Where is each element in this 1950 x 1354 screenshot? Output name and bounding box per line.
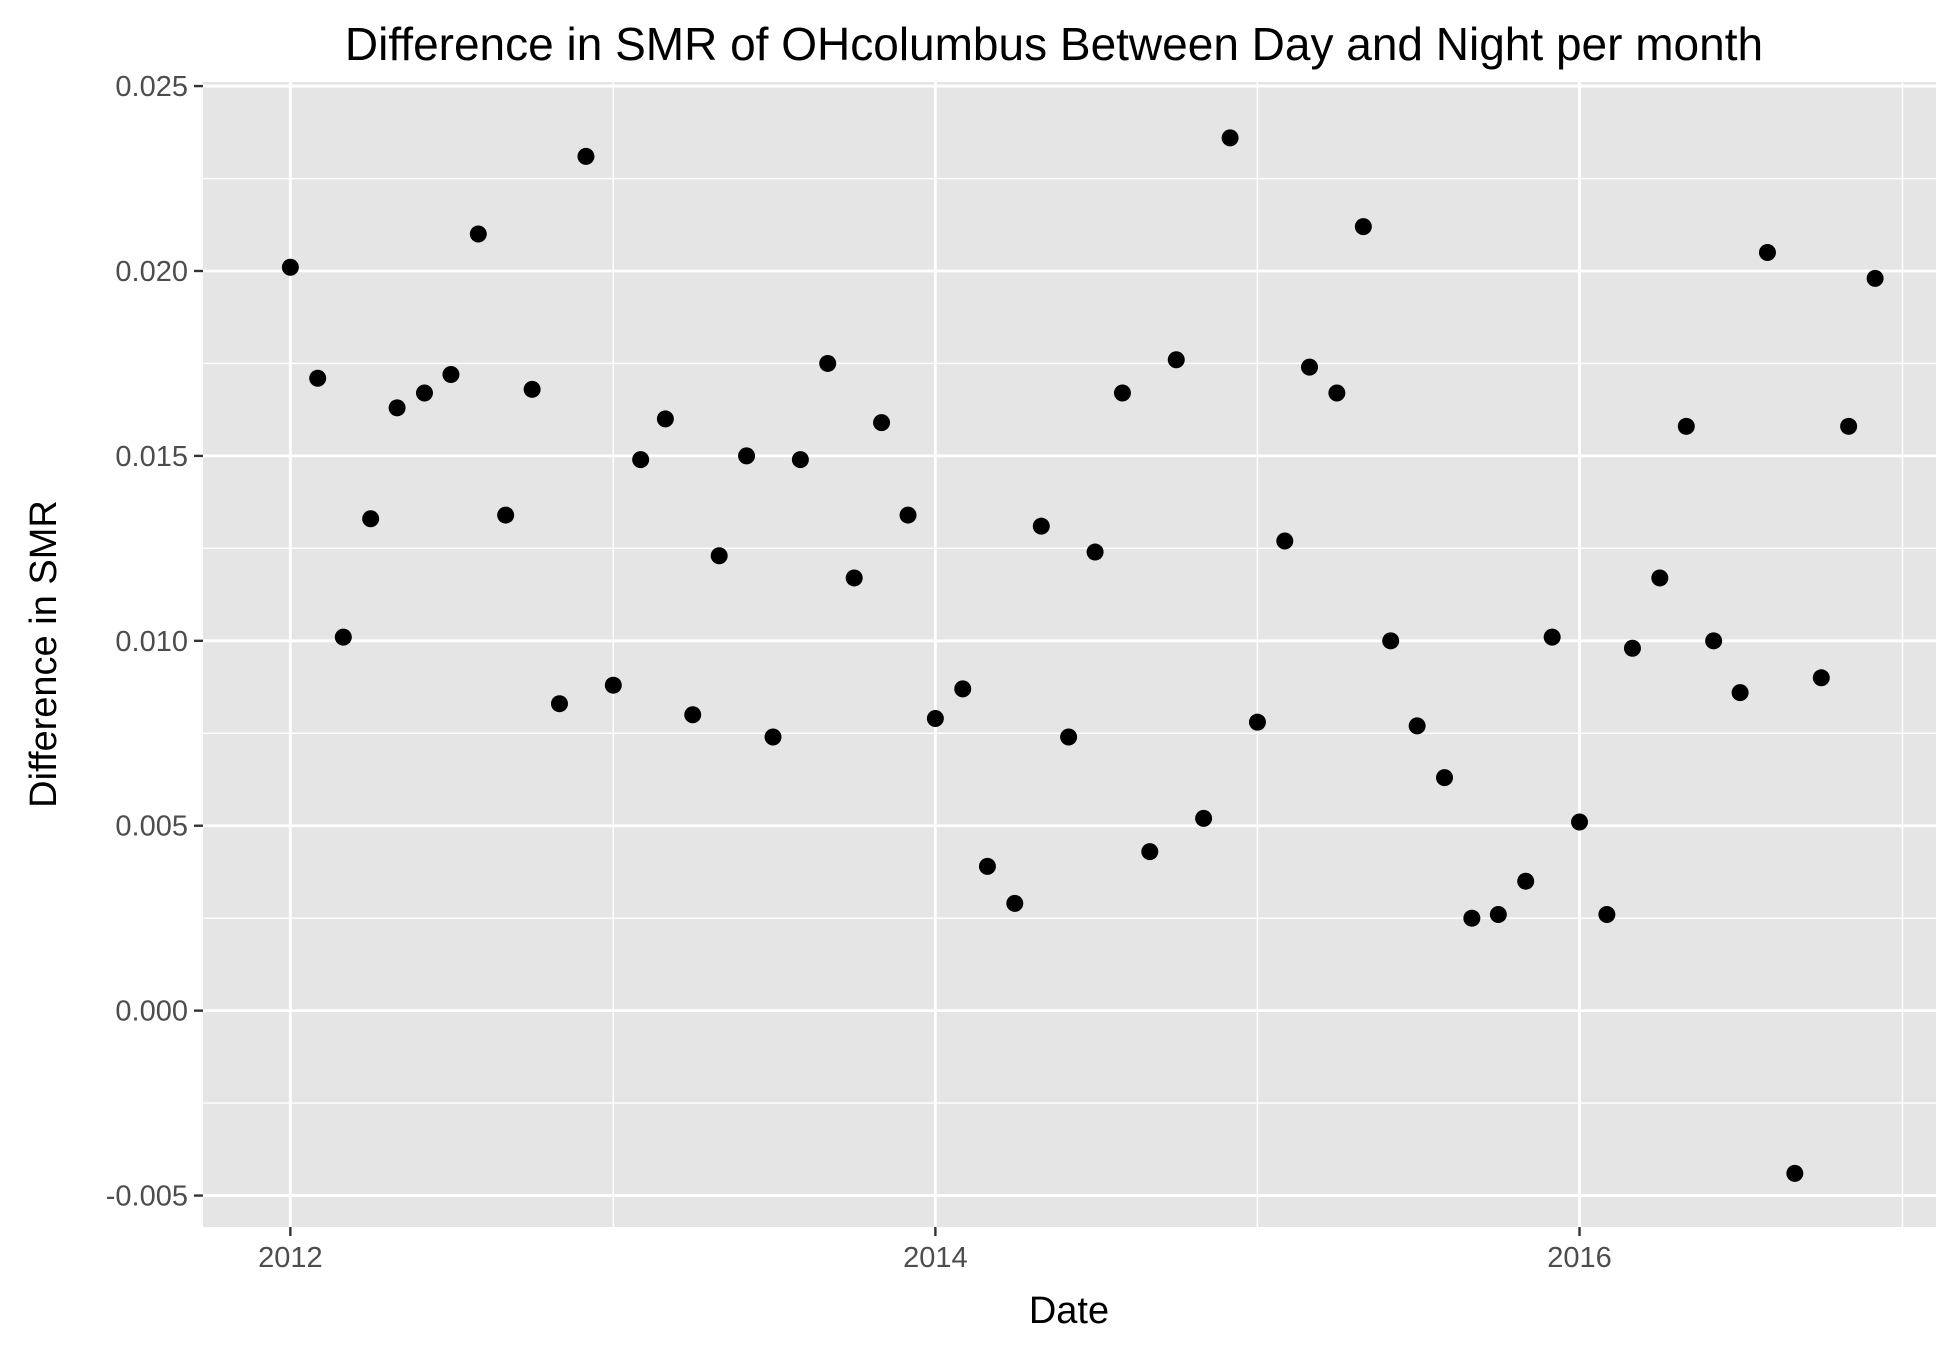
y-tick-label: 0.010: [115, 626, 188, 658]
data-point: [632, 451, 650, 469]
data-point: [442, 366, 460, 384]
data-point: [873, 414, 891, 432]
data-point: [1382, 632, 1400, 650]
data-point: [1436, 769, 1454, 787]
data-point: [1543, 628, 1561, 646]
data-point: [926, 709, 944, 727]
data-point: [1758, 243, 1776, 261]
data-point: [1301, 358, 1319, 376]
data-point: [1006, 894, 1024, 912]
data-point: [1866, 269, 1884, 287]
chart-title: Difference in SMR of OHcolumbus Between …: [345, 18, 1763, 70]
data-point: [334, 628, 352, 646]
data-point: [819, 354, 837, 372]
data-point: [469, 225, 487, 243]
data-point: [899, 506, 917, 524]
data-point: [577, 147, 595, 165]
data-point: [1141, 843, 1159, 861]
data-point: [309, 369, 327, 387]
data-point: [1571, 813, 1589, 831]
data-point: [1840, 417, 1858, 435]
data-point: [1677, 417, 1695, 435]
data-point: [1463, 909, 1481, 927]
y-axis: -0.005 0.000 0.005 0.010 0.015 0.020 0.025: [106, 71, 203, 1213]
y-tick-label: -0.005: [106, 1181, 188, 1213]
data-point: [1651, 569, 1669, 587]
data-point: [1060, 728, 1078, 746]
data-points: [281, 129, 1884, 1182]
data-point: [1489, 905, 1507, 923]
data-point: [1221, 129, 1239, 147]
y-tick-label: 0.025: [115, 71, 188, 103]
data-point: [1731, 684, 1749, 702]
data-point: [1786, 1164, 1804, 1182]
x-axis: 2012 2014 2016: [258, 1227, 1612, 1274]
data-point: [791, 451, 809, 469]
data-point: [1328, 384, 1346, 402]
data-point: [978, 857, 996, 875]
data-point: [845, 569, 863, 587]
x-tick-label: 2016: [1547, 1242, 1612, 1274]
plot-panel: [203, 82, 1936, 1227]
data-point: [1354, 218, 1372, 236]
data-point: [764, 728, 782, 746]
data-point: [1167, 351, 1185, 369]
y-axis-title: Difference in SMR: [23, 500, 65, 808]
data-point: [710, 547, 728, 565]
data-point: [738, 447, 756, 465]
data-point: [1113, 384, 1131, 402]
data-point: [362, 510, 380, 528]
data-point: [1086, 543, 1104, 561]
data-point: [1248, 713, 1266, 731]
y-tick-label: 0.015: [115, 441, 188, 473]
data-point: [954, 680, 972, 698]
data-point: [415, 384, 433, 402]
major-gridlines: [203, 82, 1936, 1227]
data-point: [656, 410, 674, 428]
data-point: [1408, 717, 1426, 735]
x-axis-title: Date: [1029, 1290, 1109, 1332]
x-tick-label: 2012: [258, 1242, 323, 1274]
data-point: [1195, 809, 1213, 827]
minor-gridlines: [203, 82, 1936, 1227]
data-point: [281, 258, 299, 276]
data-point: [604, 676, 622, 694]
data-point: [523, 380, 541, 398]
data-point: [1812, 669, 1830, 687]
data-point: [1598, 905, 1616, 923]
data-point: [1032, 517, 1050, 535]
y-tick-label: 0.005: [115, 811, 188, 843]
data-point: [388, 399, 406, 417]
data-point: [1517, 872, 1535, 890]
data-point: [497, 506, 515, 524]
data-point: [1276, 532, 1294, 550]
x-tick-label: 2014: [903, 1242, 968, 1274]
data-point: [1705, 632, 1723, 650]
y-tick-label: 0.020: [115, 256, 188, 288]
y-tick-label: 0.000: [115, 996, 188, 1028]
data-point: [550, 695, 568, 713]
data-point: [1623, 639, 1641, 657]
data-point: [684, 706, 702, 724]
